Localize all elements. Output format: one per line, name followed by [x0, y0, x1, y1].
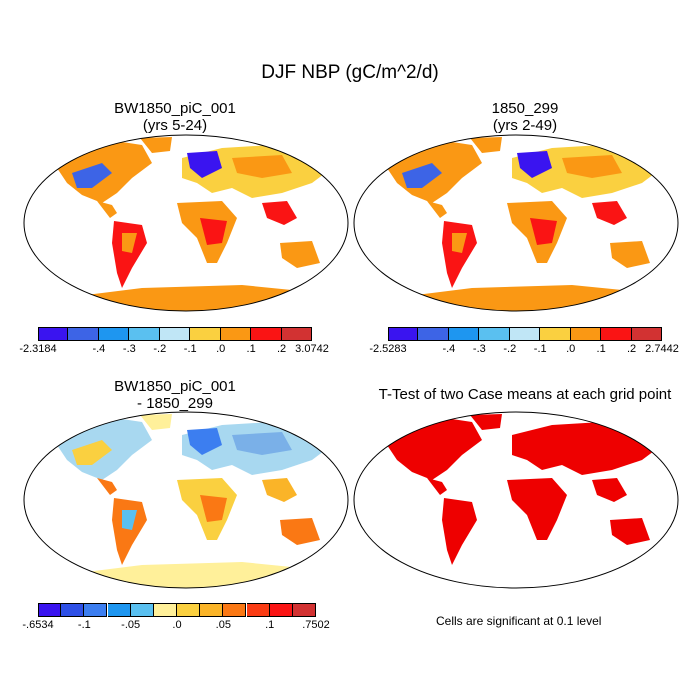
colorbar-swatch: [190, 327, 221, 341]
colorbar-swatch: [509, 327, 541, 341]
colorbar-swatch: [631, 327, 662, 341]
colorbar-tick-label: .0: [172, 619, 182, 631]
colorbar-swatch: [388, 327, 419, 341]
colorbar-tick-label: .1: [246, 343, 256, 355]
colorbar-swatch: [84, 603, 108, 617]
colorbar-swatch: [61, 603, 85, 617]
colorbar-tick-label: -.4: [442, 343, 456, 355]
colorbar-swatch: [570, 327, 602, 341]
map-panel-1-land: [54, 137, 332, 311]
colorbar-swatch: [479, 327, 510, 341]
colorbar-swatch: [38, 327, 69, 341]
colorbar-tick-label: 2.7442: [645, 343, 679, 355]
colorbar-swatch: [540, 327, 571, 341]
map-panel-4: [353, 411, 679, 589]
colorbar-1: -2.3184 -.4 -.3 -.2 -.1 .0 .1 .2 3.0742: [19, 327, 329, 355]
panel3-title-line1: BW1850_piC_001: [114, 378, 236, 395]
colorbar-3: -.6534 -.1 -.05 .0 .05 .1 .7502: [22, 603, 330, 631]
panel3-title: BW1850_piC_001 - 1850_299: [50, 378, 300, 412]
panel2-title: 1850_299 (yrs 2-49): [400, 100, 650, 134]
colorbar-tick-label: .1: [596, 343, 606, 355]
panel2-title-line1: 1850_299: [491, 100, 559, 117]
colorbar-tick-label: -2.3184: [19, 343, 57, 355]
map-panel-2: [353, 134, 679, 312]
colorbar-tick-label: -.3: [472, 343, 486, 355]
colorbar-swatch: [177, 603, 201, 617]
colorbar-tick-label: -.4: [92, 343, 106, 355]
colorbar-tick-label: .05: [215, 619, 231, 631]
colorbar-tick-label: -2.5283: [369, 343, 407, 355]
colorbar-tick-label: -.05: [121, 619, 141, 631]
colorbar-swatch: [220, 327, 252, 341]
map-panel-1: [23, 134, 349, 312]
colorbar-2: -2.5283 -.4 -.3 -.2 -.1 .0 .1 .2 2.7442: [369, 327, 679, 355]
colorbar-swatch: [129, 327, 160, 341]
colorbar-tick-label: 3.0742: [295, 343, 329, 355]
colorbar-swatch: [448, 327, 480, 341]
colorbar-tick-label: .1: [265, 619, 275, 631]
colorbar-swatch: [130, 603, 154, 617]
colorbar-swatch: [107, 603, 131, 617]
colorbar-tick-label: -.1: [533, 343, 547, 355]
colorbar-tick-label: -.3: [122, 343, 136, 355]
colorbar-swatch: [281, 327, 312, 341]
colorbar-swatch: [601, 327, 632, 341]
map-panel-3: [23, 411, 349, 589]
panel1-title-line2: (yrs 5-24): [142, 117, 208, 134]
colorbar-swatch: [251, 327, 282, 341]
significance-note: Cells are significant at 0.1 level: [436, 614, 602, 628]
panel1-title: BW1850_piC_001 (yrs 5-24): [50, 100, 300, 134]
colorbar-swatch: [159, 327, 191, 341]
colorbar-tick-label: -.2: [503, 343, 517, 355]
colorbar-tick-label: .0: [216, 343, 226, 355]
map-panel-2-land: [384, 137, 662, 311]
colorbar-swatch: [246, 603, 270, 617]
colorbar-swatch: [38, 603, 62, 617]
map-panel-3-land: [54, 414, 332, 588]
colorbar-swatch: [68, 327, 99, 341]
figure-title: DJF NBP (gC/m^2/d): [261, 62, 439, 83]
colorbar-tick-label: .2: [626, 343, 637, 355]
colorbar-tick-label: .0: [566, 343, 576, 355]
panel4-title-line1: T-Test of two Case means at each grid po…: [378, 386, 672, 403]
colorbar-swatch: [200, 603, 224, 617]
colorbar-swatch: [418, 327, 449, 341]
colorbar-swatch: [98, 327, 130, 341]
colorbar-swatch: [292, 603, 316, 617]
colorbar-tick-label: -.1: [183, 343, 197, 355]
colorbar-tick-label: .2: [276, 343, 287, 355]
colorbar-tick-label: -.1: [77, 619, 91, 631]
panel3-title-line2: - 1850_299: [137, 395, 213, 412]
colorbar-tick-label: -.6534: [22, 619, 54, 631]
colorbar-swatch: [153, 603, 177, 617]
colorbar-swatch: [269, 603, 293, 617]
panel1-title-line1: BW1850_piC_001: [114, 100, 236, 117]
colorbar-tick-label: .7502: [302, 619, 330, 631]
panel2-title-line2: (yrs 2-49): [492, 117, 558, 134]
panel4-title: T-Test of two Case means at each grid po…: [355, 386, 695, 403]
colorbar-swatch: [223, 603, 247, 617]
colorbar-tick-label: -.2: [153, 343, 167, 355]
map-panel-4-land: [384, 414, 662, 565]
